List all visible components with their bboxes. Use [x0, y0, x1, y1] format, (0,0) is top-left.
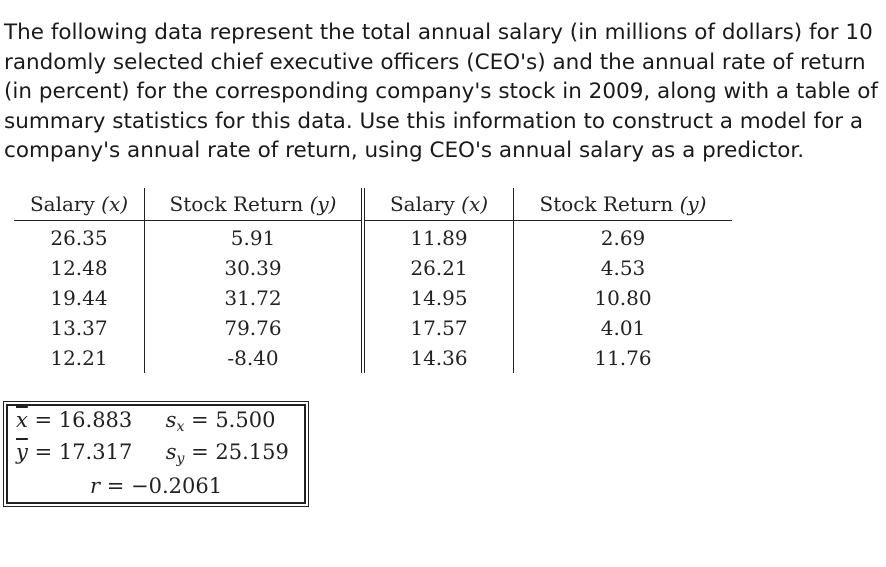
table-cell: 19.44: [14, 283, 145, 313]
sy-symbol: s: [165, 440, 177, 464]
sx-subscript: x: [176, 419, 185, 435]
table-cell: 14.95: [363, 283, 514, 313]
r-symbol: r: [90, 474, 101, 498]
salary-return-table: Salary (x) Stock Return (y) Salary (x) S…: [14, 188, 732, 373]
xbar-symbol: x: [16, 408, 28, 432]
table-cell: 5.91: [144, 220, 365, 253]
table-header-row: Salary (x) Stock Return (y) Salary (x) S…: [14, 188, 732, 221]
table-cell: 30.39: [144, 253, 365, 283]
ybar-value: = 17.317: [34, 440, 133, 464]
table-cell: 10.80: [594, 286, 652, 310]
table-cell: 4.01: [600, 316, 646, 340]
xbar-value: = 16.883: [34, 408, 133, 432]
table-row: 13.37 79.76 17.57 4.01: [14, 313, 732, 343]
table-cell: 26.35: [14, 220, 145, 253]
table-cell: 11.89: [363, 220, 514, 253]
table-cell: 4.53: [600, 256, 646, 280]
table-cell: 12.21: [14, 343, 145, 373]
table-row: 26.35 5.91 11.89 2.69: [14, 220, 732, 253]
table-cell: 2.69: [600, 226, 646, 250]
stats-row-r: r = −0.2061: [90, 474, 222, 498]
table-cell: 14.36: [363, 343, 514, 373]
sx-symbol: s: [165, 408, 177, 432]
summary-statistics-box: x = 16.883 sx = 5.500 y = 17.317 sy = 25…: [3, 401, 309, 507]
table-cell: 12.48: [14, 253, 145, 283]
stats-row-x: x = 16.883 sx = 5.500: [16, 408, 275, 435]
sy-value: = 25.159: [191, 440, 289, 464]
table-row: 12.21 -8.40 14.36 11.76: [14, 343, 732, 373]
sy-subscript: y: [176, 451, 185, 467]
table-cell: 11.76: [594, 346, 652, 370]
stats-row-y: y = 17.317 sy = 25.159: [16, 440, 289, 467]
table-cell: 26.21: [363, 253, 514, 283]
table-cell: 13.37: [14, 313, 145, 343]
header-salary-1: Salary (x): [14, 188, 145, 221]
sx-value: = 5.500: [191, 408, 276, 432]
header-stock-return-2: Stock Return (y): [513, 188, 732, 221]
table-cell: 17.57: [363, 313, 514, 343]
header-salary-2: Salary (x): [363, 188, 514, 221]
table-cell: 79.76: [144, 313, 365, 343]
ybar-symbol: y: [16, 440, 28, 464]
table-row: 19.44 31.72 14.95 10.80: [14, 283, 732, 313]
table-row: 12.48 30.39 26.21 4.53: [14, 253, 732, 283]
table-cell: 31.72: [144, 283, 365, 313]
r-value: = −0.2061: [106, 474, 223, 498]
table-cell: -8.40: [144, 343, 365, 373]
header-stock-return-1: Stock Return (y): [144, 188, 365, 221]
problem-statement: The following data represent the total a…: [4, 20, 878, 163]
